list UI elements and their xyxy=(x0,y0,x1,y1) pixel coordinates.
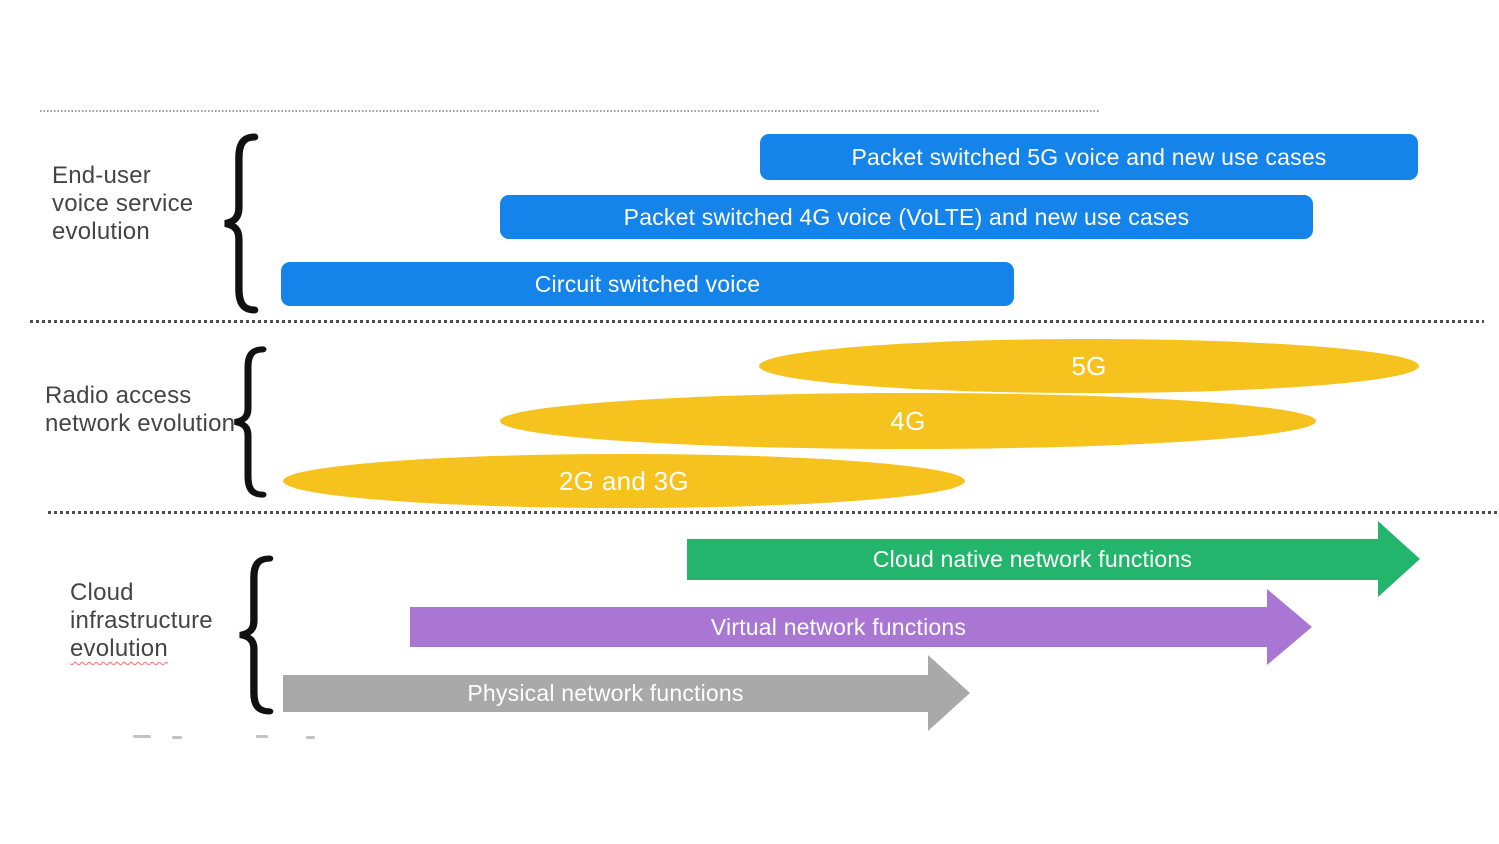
radio-section-label-line2: network evolution xyxy=(45,410,236,437)
cropped-text-speck xyxy=(306,736,315,739)
ran-ellipse-2g-3g-label: 2G and 3G xyxy=(559,465,689,496)
cloud-native-arrow: Cloud native network functions xyxy=(687,539,1378,580)
voice-bar-5g: Packet switched 5G voice and new use cas… xyxy=(760,134,1418,180)
voice-bar-circuit-switched-label: Circuit switched voice xyxy=(534,270,761,297)
cloud-section-label: Cloud infrastructure evolution xyxy=(70,579,213,663)
radio-section-label-line1: Radio access xyxy=(45,382,192,409)
ran-ellipse-4g-label: 4G xyxy=(890,405,926,436)
cropped-text-speck xyxy=(256,735,268,738)
section-divider-middle xyxy=(30,320,1484,323)
cloud-section-label-line1: Cloud xyxy=(70,579,134,606)
section-divider-bottom xyxy=(48,511,1499,514)
voice-section-label-line1: End-user xyxy=(52,162,151,189)
physical-nf-arrow-label: Physical network functions xyxy=(467,680,744,706)
cloud-section-brace-icon xyxy=(235,555,277,715)
ran-ellipse-4g: 4G xyxy=(500,393,1316,449)
cloud-section-label-line3: evolution xyxy=(70,635,168,662)
voice-bar-4g-volte-label: Packet switched 4G voice (VoLTE) and new… xyxy=(623,203,1190,230)
voice-section-label-line2: voice service xyxy=(52,190,194,217)
voice-section-label: End-user voice service evolution xyxy=(52,162,193,246)
voice-bar-4g-volte: Packet switched 4G voice (VoLTE) and new… xyxy=(500,195,1313,239)
cloud-section-label-line2: infrastructure xyxy=(70,607,213,634)
voice-bar-5g-label: Packet switched 5G voice and new use cas… xyxy=(851,143,1327,170)
cloud-native-arrowhead-icon xyxy=(1378,521,1420,597)
cropped-text-speck xyxy=(133,735,151,738)
ran-ellipse-5g: 5G xyxy=(759,339,1419,393)
physical-nf-arrow: Physical network functions xyxy=(283,675,928,712)
radio-section-label: Radio access network evolution xyxy=(45,382,235,438)
ran-ellipse-2g-3g: 2G and 3G xyxy=(283,454,965,508)
physical-nf-arrowhead-icon xyxy=(928,655,970,731)
voice-bar-circuit-switched: Circuit switched voice xyxy=(281,262,1014,306)
radio-section-brace-icon xyxy=(230,346,270,498)
cloud-native-arrow-label: Cloud native network functions xyxy=(872,546,1193,572)
virtual-nf-arrowhead-icon xyxy=(1267,589,1312,665)
voice-section-brace-icon xyxy=(220,133,262,314)
virtual-nf-arrow-label: Virtual network functions xyxy=(710,613,967,640)
cropped-text-speck xyxy=(172,736,182,739)
voice-section-label-line3: evolution xyxy=(52,218,150,245)
ran-ellipse-5g-label: 5G xyxy=(1071,350,1107,381)
virtual-nf-arrow: Virtual network functions xyxy=(410,607,1267,647)
section-divider-top xyxy=(40,110,1100,112)
